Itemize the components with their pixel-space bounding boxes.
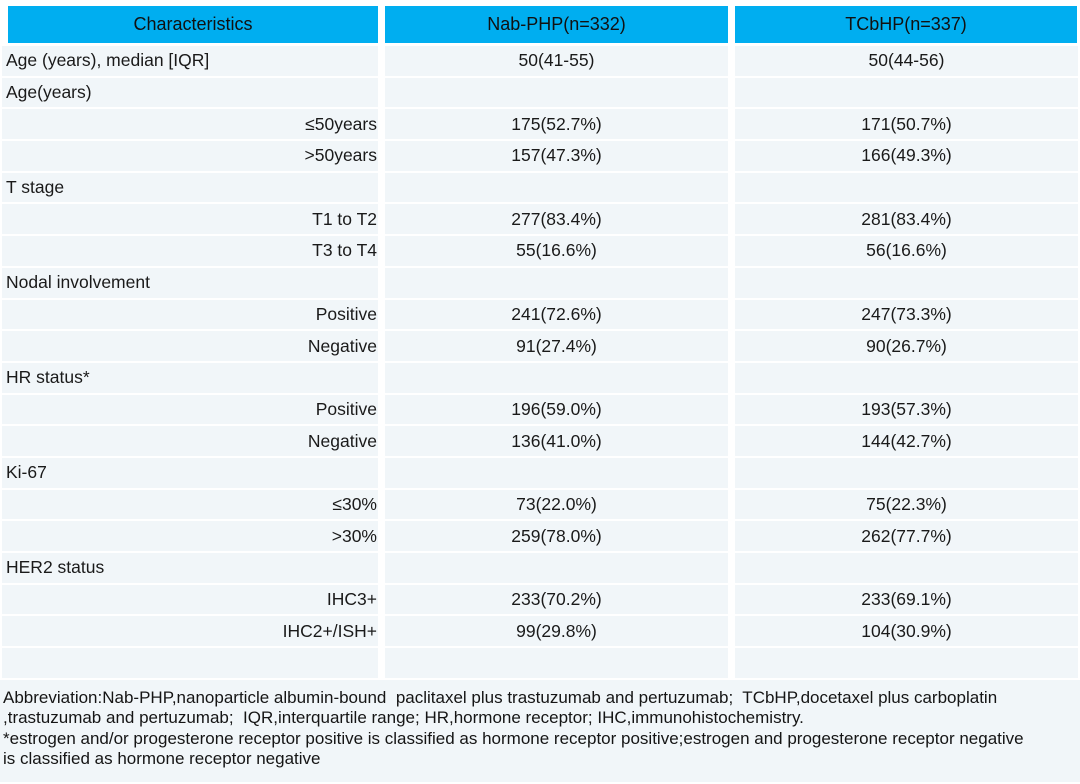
nabphp-value-cell [385,172,728,203]
tcbhp-value-cell: 104(30.9%) [735,616,1078,647]
characteristic-cell: IHC2+/ISH+ [2,616,378,647]
table-row-nodal-negative: Negative 91(27.4%) 90(26.7%) [2,331,1080,361]
tcbhp-value-cell: 56(16.6%) [735,236,1078,266]
table-row-hrstatus-header: HR status* [2,362,1080,393]
table-row-age-group-header: Age(years) [2,77,1080,108]
nabphp-value-cell: 73(22.0%) [385,489,728,520]
table-row-ki67-gt30: >30% 259(78.0%) 262(77.7%) [2,521,1080,551]
table-row-ki67-header: Ki-67 [2,457,1080,488]
nabphp-value-cell [385,553,728,583]
tcbhp-value-cell: 262(77.7%) [735,521,1078,551]
characteristic-cell: Positive [2,299,378,330]
tcbhp-value-cell [735,362,1078,393]
table-row-ihc2-ish: IHC2+/ISH+ 99(29.8%) 104(30.9%) [2,616,1080,647]
nabphp-value-cell [385,267,728,298]
table-body: Age (years), median [IQR] 50(41-55) 50(4… [0,46,1080,678]
nabphp-value-cell [385,648,728,678]
characteristic-cell: >50years [2,141,378,171]
table-row-age-le50: ≤50years 175(52.7%) 171(50.7%) [2,109,1080,140]
characteristic-cell: Age (years), median [IQR] [2,46,378,76]
tcbhp-value-cell [735,267,1078,298]
table-footnotes: Abbreviation:Nab-PHP,nanoparticle albumi… [0,679,1080,782]
characteristic-cell: Ki-67 [2,457,378,488]
nabphp-value-cell: 259(78.0%) [385,521,728,551]
hr-definition-note-line-2: is classified as hormone receptor negati… [3,749,321,769]
nabphp-value-cell: 50(41-55) [385,46,728,76]
table-row-her2-header: HER2 status [2,553,1080,583]
abbreviation-note-line-1: Abbreviation:Nab-PHP,nanoparticle albumi… [3,687,998,707]
tcbhp-value-cell [735,172,1078,203]
tcbhp-value-cell: 50(44-56) [735,46,1078,76]
characteristic-cell: ≤30% [2,489,378,520]
nabphp-value-cell [385,77,728,108]
characteristic-cell: IHC3+ [2,584,378,615]
nabphp-value-cell [385,362,728,393]
tcbhp-value-cell [735,648,1078,678]
tcbhp-value-cell: 233(69.1%) [735,584,1078,615]
characteristic-cell: >30% [2,521,378,551]
tcbhp-value-cell: 171(50.7%) [735,109,1078,140]
hr-definition-note-line-1: *estrogen and/or progesterone receptor p… [3,728,1024,748]
nabphp-value-cell: 277(83.4%) [385,204,728,235]
characteristic-cell [2,648,378,678]
tcbhp-value-cell: 90(26.7%) [735,331,1078,361]
characteristic-cell: ≤50years [2,109,378,140]
table-row-empty [2,648,1080,678]
characteristic-cell: Negative [2,331,378,361]
nabphp-value-cell: 91(27.4%) [385,331,728,361]
table-header-row: Characteristics Nab-PHP(n=332) TCbHP(n=3… [0,0,1080,43]
nabphp-value-cell: 241(72.6%) [385,299,728,330]
header-characteristics: Characteristics [8,6,378,43]
characteristic-cell: T3 to T4 [2,236,378,266]
header-nabphp-arm: Nab-PHP(n=332) [385,6,728,43]
tcbhp-value-cell [735,553,1078,583]
table-row-nodal-positive: Positive 241(72.6%) 247(73.3%) [2,299,1080,330]
tcbhp-value-cell: 166(49.3%) [735,141,1078,171]
table-row-tstage-header: T stage [2,172,1080,203]
nabphp-value-cell: 157(47.3%) [385,141,728,171]
table-row-ki67-le30: ≤30% 73(22.0%) 75(22.3%) [2,489,1080,520]
tcbhp-value-cell: 75(22.3%) [735,489,1078,520]
header-tcbhp-arm: TCbHP(n=337) [735,6,1077,43]
characteristic-cell: HER2 status [2,553,378,583]
table-row-age-gt50: >50years 157(47.3%) 166(49.3%) [2,141,1080,171]
characteristic-cell: Negative [2,426,378,456]
tcbhp-value-cell: 281(83.4%) [735,204,1078,235]
characteristic-cell: T stage [2,172,378,203]
tcbhp-value-cell: 144(42.7%) [735,426,1078,456]
table-row-hr-negative: Negative 136(41.0%) 144(42.7%) [2,426,1080,456]
nabphp-value-cell [385,457,728,488]
nabphp-value-cell: 136(41.0%) [385,426,728,456]
table-row-t1t2: T1 to T2 277(83.4%) 281(83.4%) [2,204,1080,235]
characteristic-cell: HR status* [2,362,378,393]
abbreviation-note-line-2: ,trastuzumab and pertuzumab; IQR,interqu… [3,708,804,728]
tcbhp-value-cell [735,77,1078,108]
table-row-age-median: Age (years), median [IQR] 50(41-55) 50(4… [2,46,1080,76]
characteristic-cell: Positive [2,394,378,425]
table-row-t3t4: T3 to T4 55(16.6%) 56(16.6%) [2,236,1080,266]
nabphp-value-cell: 99(29.8%) [385,616,728,647]
nabphp-value-cell: 55(16.6%) [385,236,728,266]
tcbhp-value-cell [735,457,1078,488]
nabphp-value-cell: 175(52.7%) [385,109,728,140]
characteristic-cell: Age(years) [2,77,378,108]
tcbhp-value-cell: 247(73.3%) [735,299,1078,330]
table-row-ihc3: IHC3+ 233(70.2%) 233(69.1%) [2,584,1080,615]
characteristic-cell: Nodal involvement [2,267,378,298]
tcbhp-value-cell: 193(57.3%) [735,394,1078,425]
table-row-hr-positive: Positive 196(59.0%) 193(57.3%) [2,394,1080,425]
nabphp-value-cell: 233(70.2%) [385,584,728,615]
nabphp-value-cell: 196(59.0%) [385,394,728,425]
characteristic-cell: T1 to T2 [2,204,378,235]
table-row-nodal-header: Nodal involvement [2,267,1080,298]
